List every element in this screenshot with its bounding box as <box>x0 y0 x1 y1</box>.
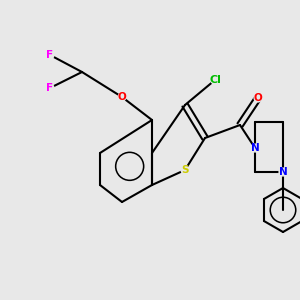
Circle shape <box>211 76 219 84</box>
Circle shape <box>46 84 54 92</box>
Text: N: N <box>250 143 260 153</box>
Circle shape <box>181 166 189 174</box>
Text: N: N <box>279 167 287 177</box>
Text: O: O <box>254 93 262 103</box>
Circle shape <box>46 51 54 59</box>
Text: Cl: Cl <box>209 75 221 85</box>
Circle shape <box>118 93 126 101</box>
Text: S: S <box>181 165 189 175</box>
Text: F: F <box>46 83 54 93</box>
Circle shape <box>251 144 259 152</box>
Circle shape <box>279 168 287 176</box>
Text: F: F <box>46 50 54 60</box>
Circle shape <box>254 94 262 102</box>
Text: O: O <box>118 92 126 102</box>
